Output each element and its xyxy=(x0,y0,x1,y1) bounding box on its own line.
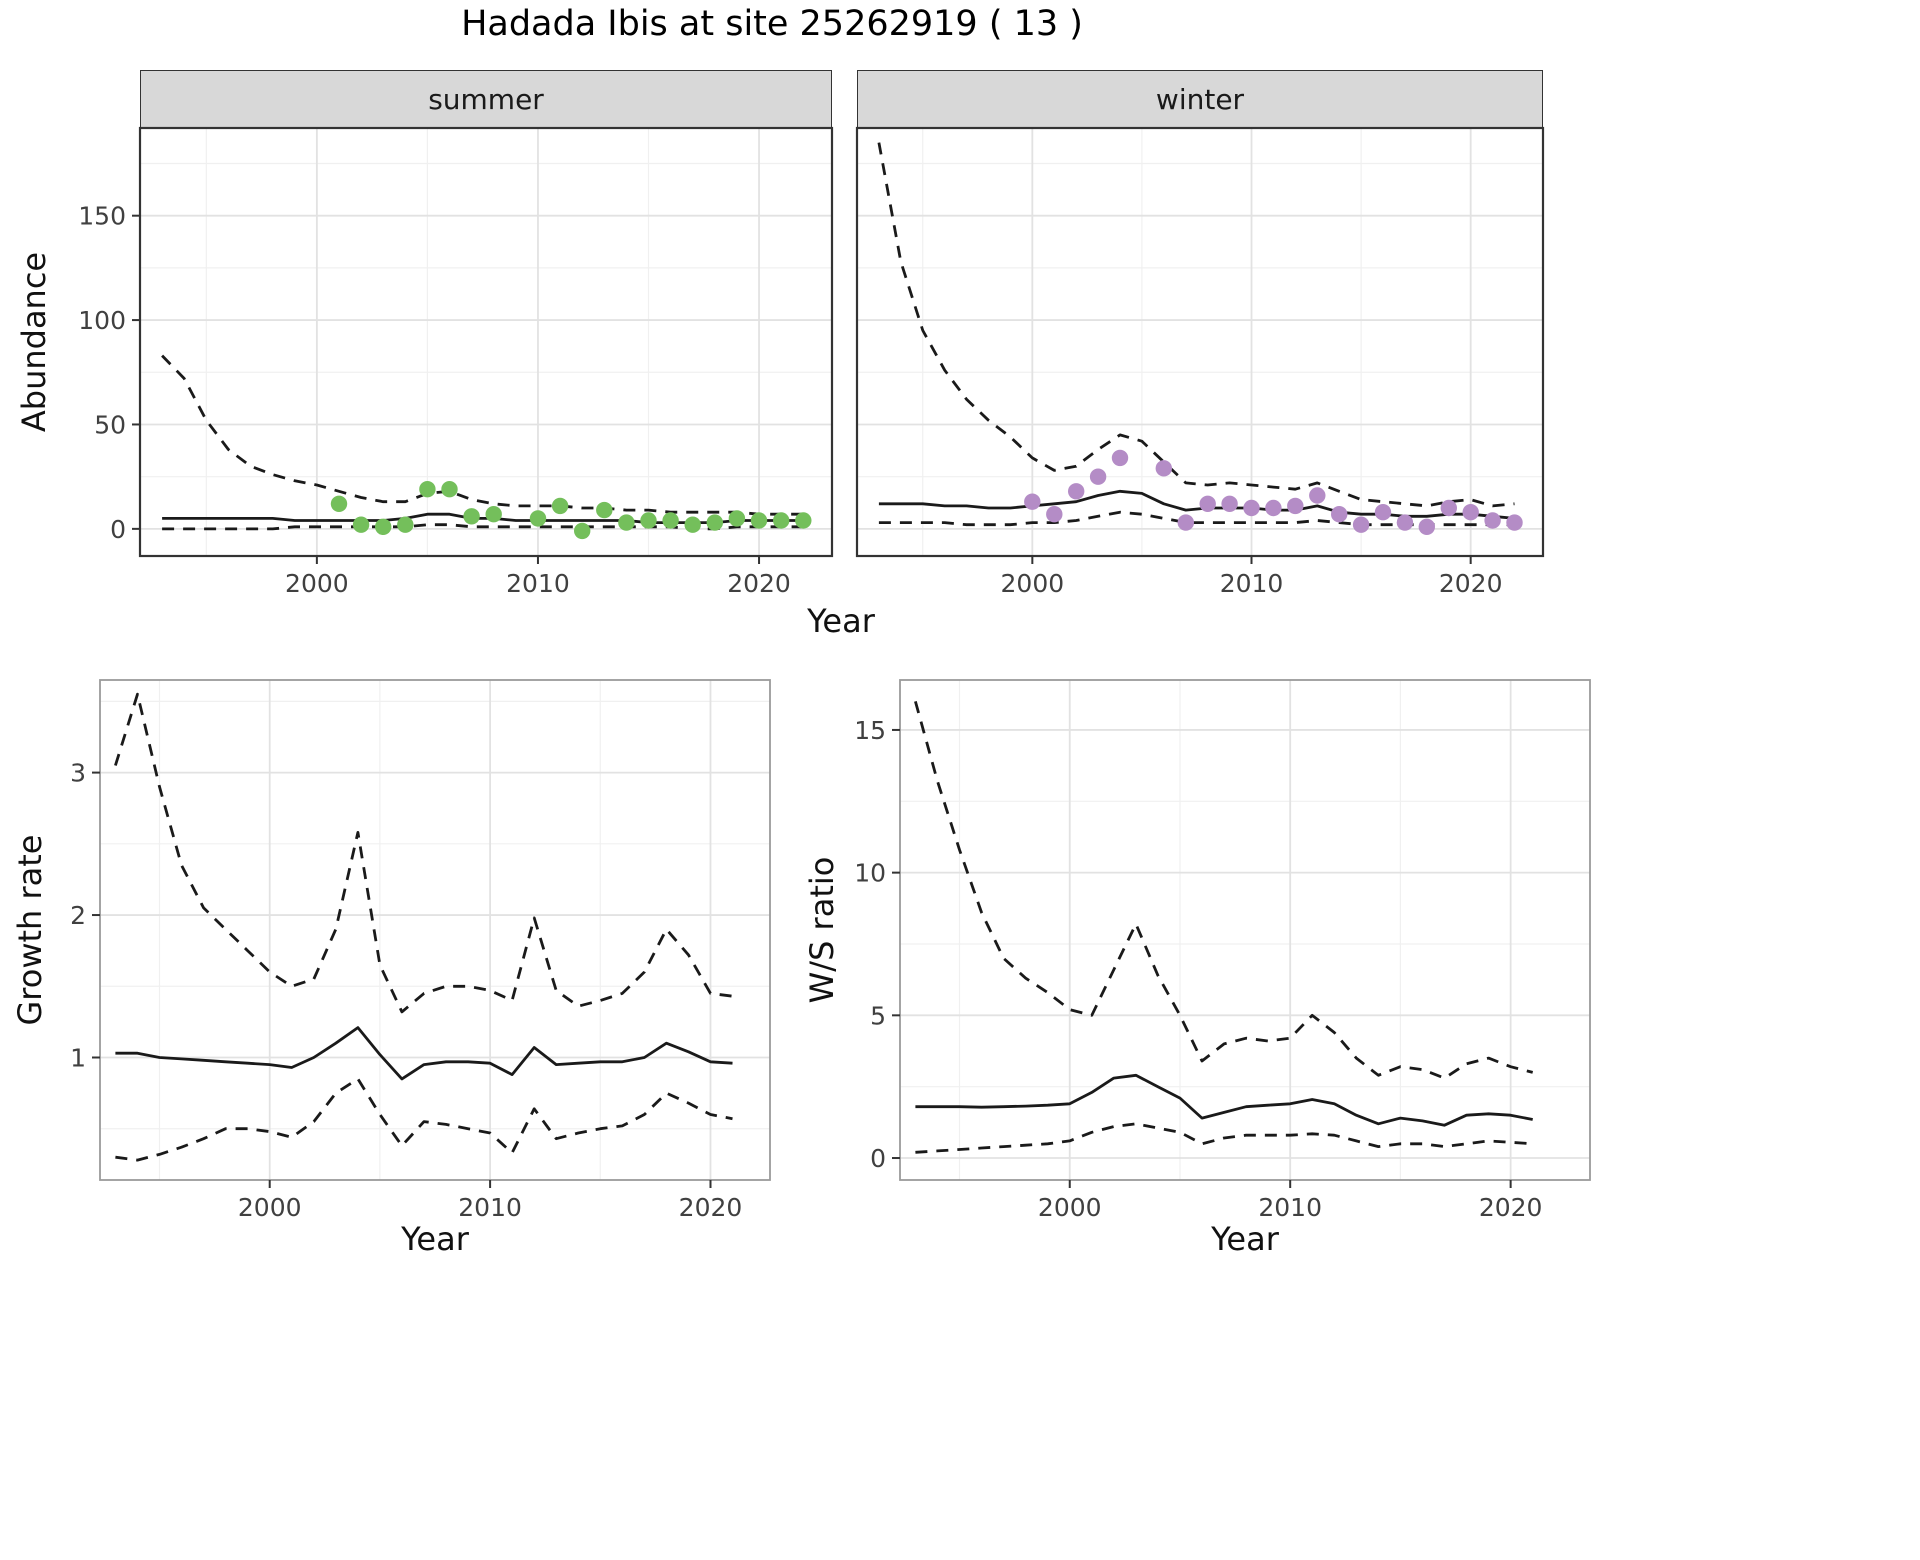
svg-text:2020: 2020 xyxy=(1439,569,1503,598)
svg-text:2010: 2010 xyxy=(506,569,570,598)
svg-text:2000: 2000 xyxy=(1001,569,1065,598)
facet-strip-winter: winter xyxy=(857,70,1543,128)
ws-x-axis-title: Year xyxy=(1211,1220,1279,1258)
svg-text:0: 0 xyxy=(110,515,126,544)
svg-text:0: 0 xyxy=(870,1144,886,1173)
facet-strip-summer: summer xyxy=(140,70,832,128)
svg-text:1: 1 xyxy=(70,1043,86,1072)
svg-text:100: 100 xyxy=(78,306,126,335)
svg-text:50: 50 xyxy=(94,410,126,439)
svg-text:2020: 2020 xyxy=(727,569,791,598)
svg-text:2: 2 xyxy=(70,901,86,930)
facet-strip-summer-label: summer xyxy=(428,82,544,116)
top-x-axis-title: Year xyxy=(807,602,875,640)
svg-text:2020: 2020 xyxy=(1479,1193,1543,1222)
svg-text:2000: 2000 xyxy=(285,569,349,598)
growth-x-axis-title: Year xyxy=(401,1220,469,1258)
svg-text:3: 3 xyxy=(70,759,86,788)
svg-text:2010: 2010 xyxy=(1220,569,1284,598)
facet-strip-winter-label: winter xyxy=(1155,82,1245,116)
svg-text:2000: 2000 xyxy=(238,1193,302,1222)
svg-text:2020: 2020 xyxy=(679,1193,743,1222)
svg-text:10: 10 xyxy=(854,859,886,888)
svg-text:2000: 2000 xyxy=(1038,1193,1102,1222)
svg-text:2010: 2010 xyxy=(1258,1193,1322,1222)
page-title: Hadada Ibis at site 25262919 ( 13 ) xyxy=(461,4,1083,44)
svg-text:5: 5 xyxy=(870,1001,886,1030)
svg-text:150: 150 xyxy=(78,202,126,231)
svg-text:15: 15 xyxy=(854,716,886,745)
svg-text:2010: 2010 xyxy=(458,1193,522,1222)
